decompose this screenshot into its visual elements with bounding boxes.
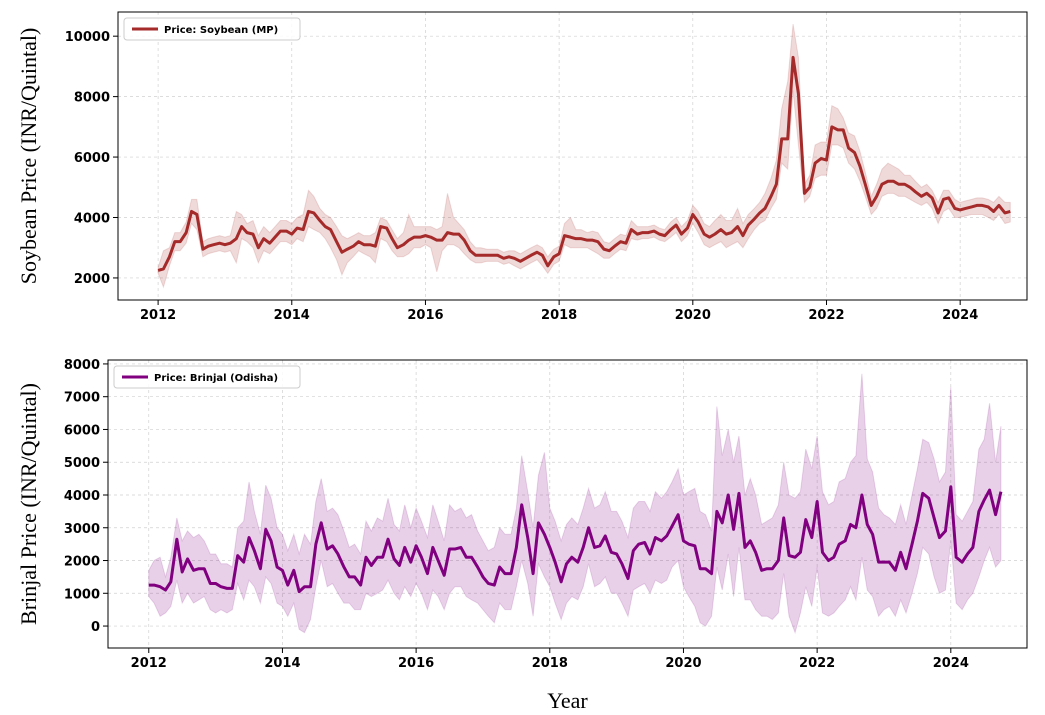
x-tick-label: 2020 [675, 308, 711, 323]
plot-frame [117, 11, 1028, 301]
y-tick-label: 1000 [64, 587, 100, 602]
x-tick-label: 2024 [933, 656, 969, 671]
y-axis-label: Brinjal Price (INR/Quintal) [16, 383, 41, 625]
legend-box [113, 365, 301, 389]
legend-label: Price: Brinjal (Odisha) [154, 373, 278, 384]
legend-label: Price: Soybean (MP) [164, 25, 278, 36]
x-tick-label: 2016 [398, 656, 434, 671]
y-tick-label: 8000 [74, 91, 110, 106]
y-tick-label: 5000 [64, 456, 100, 471]
x-tick-label: 2018 [532, 656, 568, 671]
x-tick-label: 2016 [407, 308, 443, 323]
y-tick-label: 4000 [64, 489, 100, 504]
x-axis-label: Year [547, 688, 588, 713]
y-tick-label: 0 [91, 620, 100, 635]
x-tick-label: 2024 [942, 308, 978, 323]
price-line [148, 485, 1003, 594]
y-axis-label: Soybean Price (INR/Quintal) [16, 28, 41, 285]
range-band [148, 373, 1002, 635]
legend-box [123, 17, 301, 41]
y-tick-label: 6000 [64, 423, 100, 438]
y-tick-label: 8000 [64, 358, 100, 373]
x-tick-label: 2012 [131, 656, 167, 671]
y-tick-label: 10000 [65, 30, 110, 45]
y-tick-label: 2000 [64, 555, 100, 570]
y-tick-label: 2000 [74, 272, 110, 287]
y-tick-label: 7000 [64, 391, 100, 406]
y-tick-label: 6000 [74, 151, 110, 166]
x-tick-label: 2022 [799, 656, 835, 671]
y-tick-label: 4000 [74, 211, 110, 226]
x-tick-label: 2014 [264, 656, 300, 671]
x-tick-label: 2014 [274, 308, 310, 323]
y-tick-label: 3000 [64, 522, 100, 537]
x-tick-label: 2020 [665, 656, 701, 671]
x-tick-label: 2012 [140, 308, 176, 323]
plot-frame [107, 359, 1028, 649]
range-band [157, 24, 1011, 289]
x-tick-label: 2018 [541, 308, 577, 323]
x-tick-label: 2022 [808, 308, 844, 323]
price-line [157, 55, 1011, 272]
